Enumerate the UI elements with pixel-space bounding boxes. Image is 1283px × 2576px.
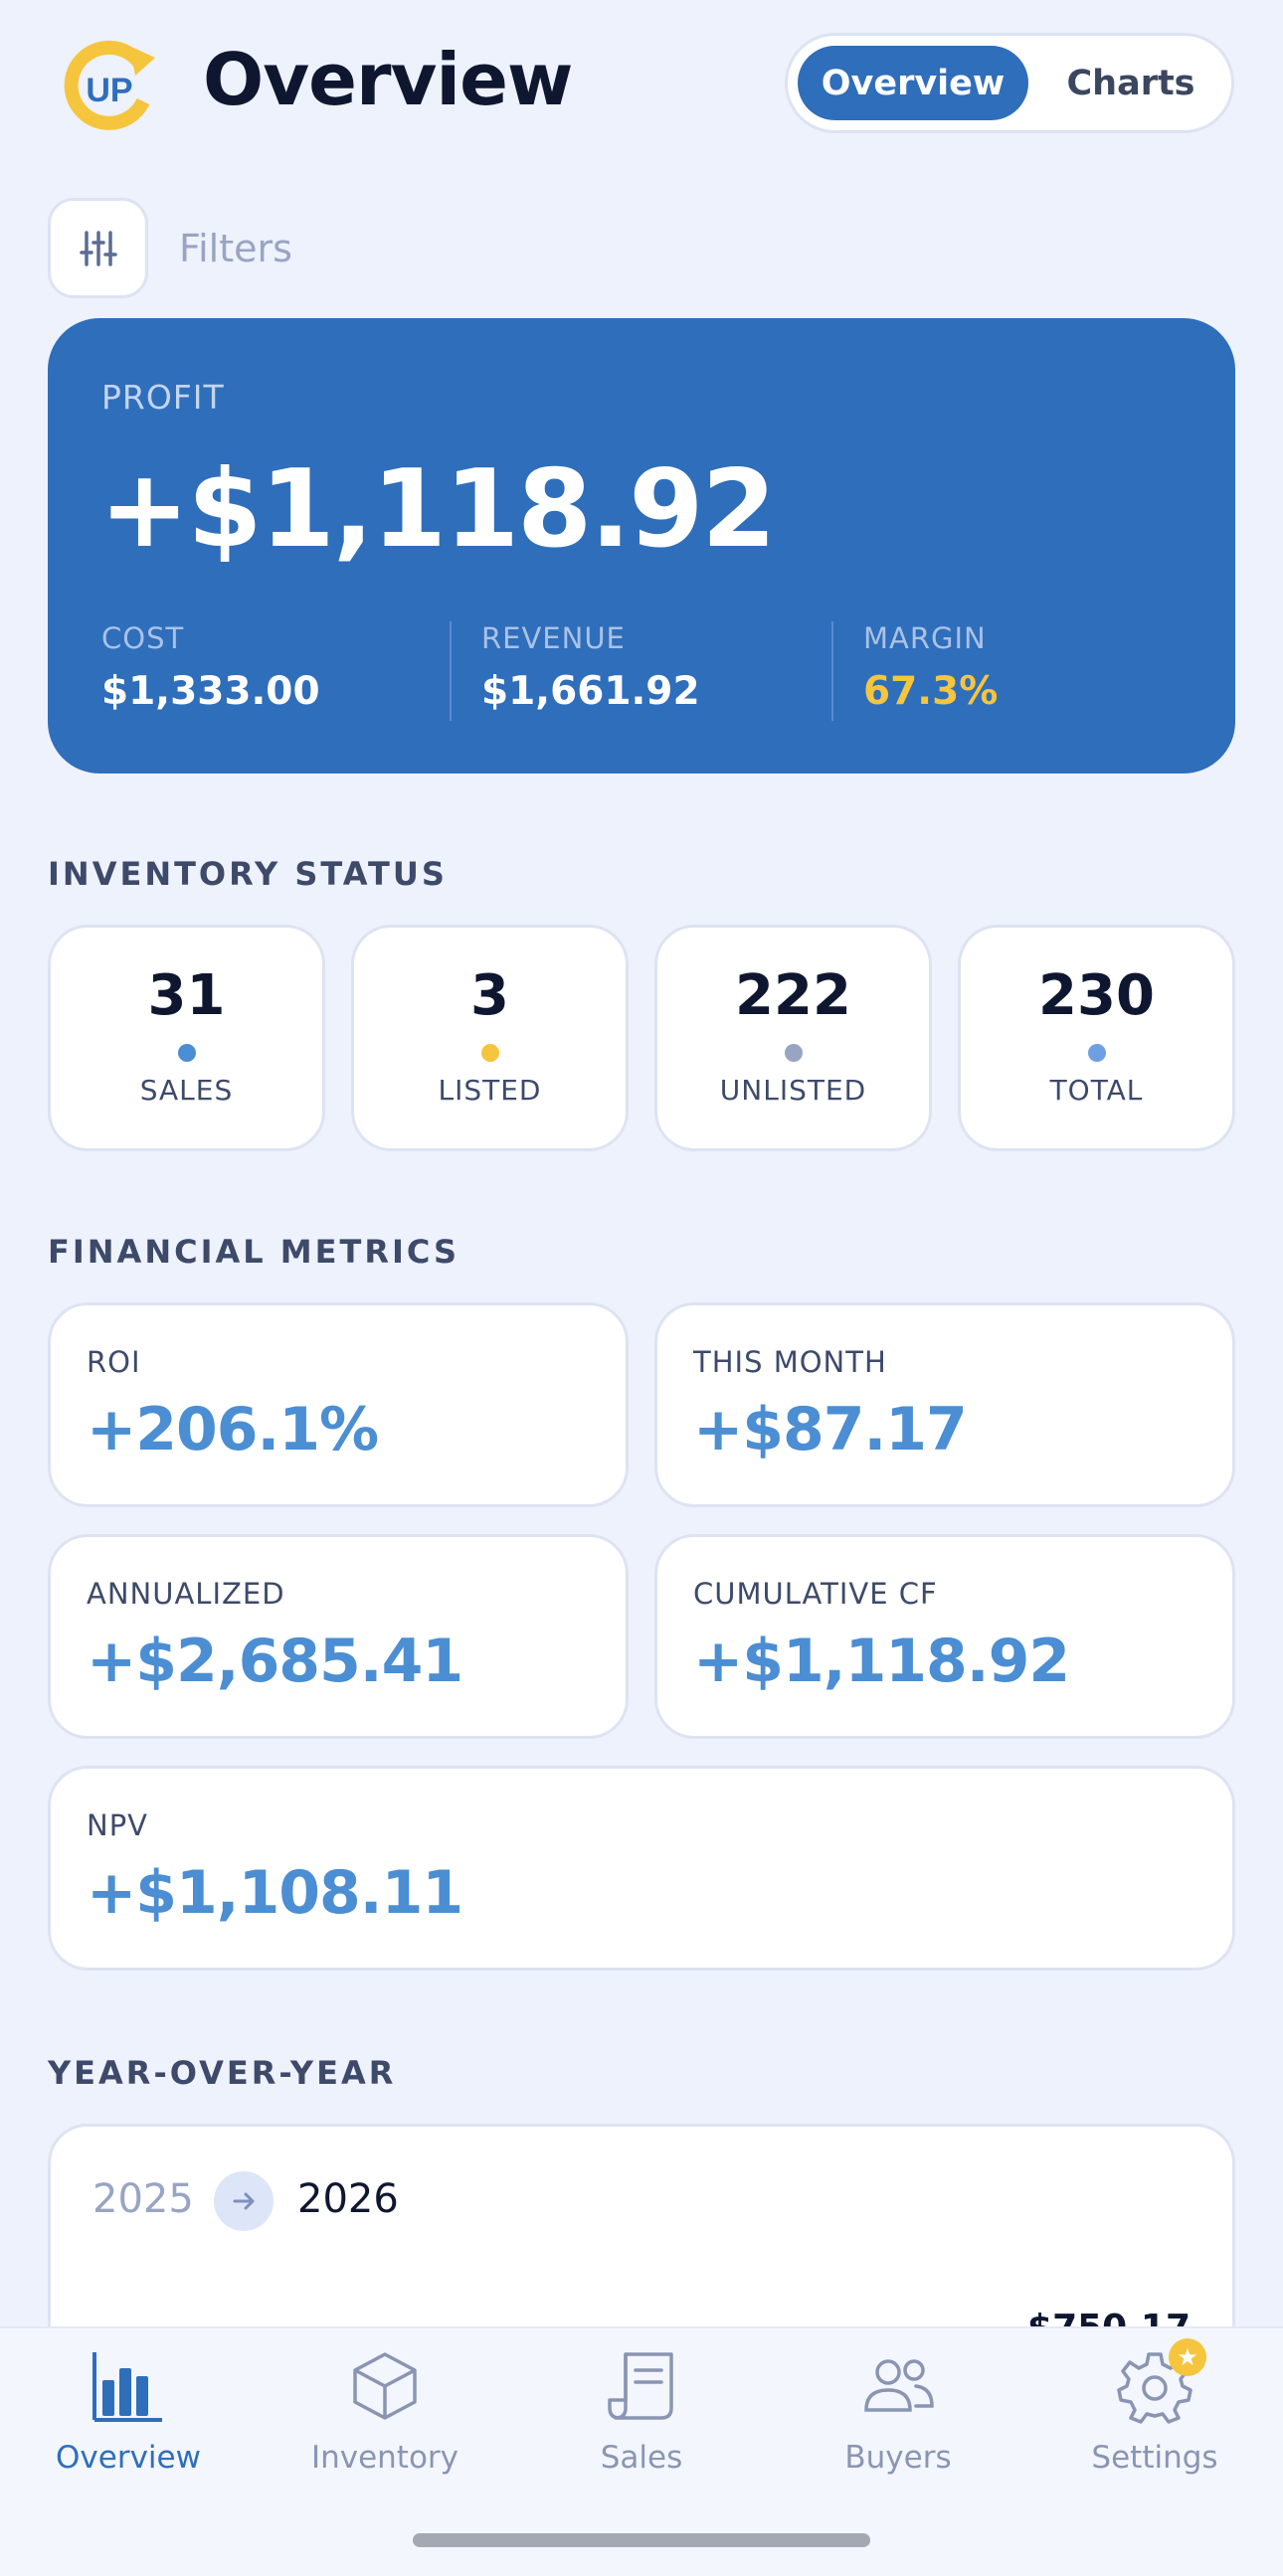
page-title: Overview	[203, 38, 573, 121]
inventory-card-unlisted[interactable]: 222 UNLISTED	[654, 925, 932, 1151]
app-logo: UP	[64, 36, 159, 131]
financial-section-title: FINANCIAL METRICS	[48, 1233, 459, 1271]
yoy-to-year: 2026	[297, 2176, 399, 2222]
arrow-right-icon	[214, 2171, 274, 2231]
bar-chart-icon	[89, 2346, 168, 2426]
metric-card-npv[interactable]: NPV +$1,108.11	[48, 1766, 1235, 1971]
tab-settings[interactable]: ★ Settings	[1026, 2338, 1283, 2476]
metric-label: ROI	[87, 1345, 141, 1379]
filters-button[interactable]	[48, 198, 148, 298]
tab-label: Buyers	[844, 2440, 952, 2476]
tab-label: Inventory	[310, 2440, 459, 2476]
tab-sales[interactable]: Sales	[513, 2346, 770, 2476]
inventory-label: TOTAL	[1049, 1074, 1144, 1107]
inventory-count: 230	[1038, 963, 1155, 1028]
status-dot	[784, 1044, 803, 1062]
cost-metric: COST $1,333.00	[101, 621, 320, 714]
margin-value: 67.3%	[863, 669, 999, 714]
metric-label: THIS MONTH	[693, 1345, 887, 1379]
view-segmented-control: Overview Charts	[785, 33, 1234, 133]
metric-value: +$87.17	[693, 1395, 968, 1464]
receipt-icon	[602, 2346, 681, 2426]
inventory-count: 222	[735, 963, 851, 1028]
tab-label: Sales	[600, 2440, 683, 2476]
metric-card-roi[interactable]: ROI +206.1%	[48, 1302, 629, 1507]
status-dot	[1087, 1044, 1106, 1062]
segment-overview[interactable]: Overview	[798, 46, 1028, 120]
profit-value: +$1,118.92	[99, 447, 777, 572]
inventory-count: 3	[470, 963, 509, 1028]
metric-value: +$1,118.92	[693, 1627, 1070, 1696]
metric-label: CUMULATIVE CF	[693, 1577, 938, 1611]
metric-card-this-month[interactable]: THIS MONTH +$87.17	[654, 1302, 1235, 1507]
revenue-label: REVENUE	[481, 621, 626, 655]
status-dot	[480, 1044, 499, 1062]
margin-label: MARGIN	[863, 621, 987, 655]
inventory-count: 31	[147, 963, 226, 1028]
metric-value: +206.1%	[87, 1395, 379, 1464]
tab-label: Settings	[1091, 2440, 1218, 2476]
inventory-card-total[interactable]: 230 TOTAL	[958, 925, 1235, 1151]
metric-label: NPV	[87, 1808, 149, 1842]
revenue-metric: REVENUE $1,661.92	[481, 621, 700, 714]
sliders-icon	[79, 230, 117, 266]
people-icon	[858, 2346, 938, 2426]
metric-divider	[831, 621, 833, 721]
home-indicator	[413, 2533, 870, 2547]
profit-card: PROFIT +$1,118.92 COST $1,333.00 REVENUE…	[48, 318, 1235, 773]
filters-label[interactable]: Filters	[179, 227, 292, 270]
cost-value: $1,333.00	[101, 669, 320, 714]
gear-icon: ★	[1115, 2338, 1206, 2426]
logo-text: UP	[86, 72, 132, 109]
metric-value: +$2,685.41	[87, 1627, 463, 1696]
segment-charts[interactable]: Charts	[1066, 63, 1195, 103]
tab-buyers[interactable]: Buyers	[770, 2346, 1026, 2476]
star-badge-icon: ★	[1169, 2338, 1206, 2376]
status-dot	[177, 1044, 196, 1062]
metric-label: ANNUALIZED	[87, 1577, 285, 1611]
metric-card-annualized[interactable]: ANNUALIZED +$2,685.41	[48, 1534, 629, 1739]
metric-divider	[450, 621, 452, 721]
inventory-section-title: INVENTORY STATUS	[48, 855, 448, 893]
tab-label: Overview	[56, 2440, 201, 2476]
yoy-from-year: 2025	[92, 2176, 194, 2222]
inventory-label: SALES	[139, 1074, 234, 1107]
tab-overview[interactable]: Overview	[0, 2346, 257, 2476]
box-icon	[345, 2346, 425, 2426]
yoy-section-title: YEAR-OVER-YEAR	[48, 2054, 397, 2092]
header: UP Overview Overview Charts	[0, 0, 1283, 169]
revenue-value: $1,661.92	[481, 669, 700, 714]
inventory-label: UNLISTED	[719, 1074, 867, 1107]
profit-label: PROFIT	[101, 378, 225, 417]
inventory-card-sales[interactable]: 31 SALES	[48, 925, 325, 1151]
metric-card-cumulative-cf[interactable]: CUMULATIVE CF +$1,118.92	[654, 1534, 1235, 1739]
tab-inventory[interactable]: Inventory	[257, 2346, 513, 2476]
inventory-label: LISTED	[438, 1074, 542, 1107]
metric-value: +$1,108.11	[87, 1858, 463, 1928]
cost-label: COST	[101, 621, 185, 655]
margin-metric: MARGIN 67.3%	[863, 621, 998, 714]
inventory-card-listed[interactable]: 3 LISTED	[351, 925, 629, 1151]
